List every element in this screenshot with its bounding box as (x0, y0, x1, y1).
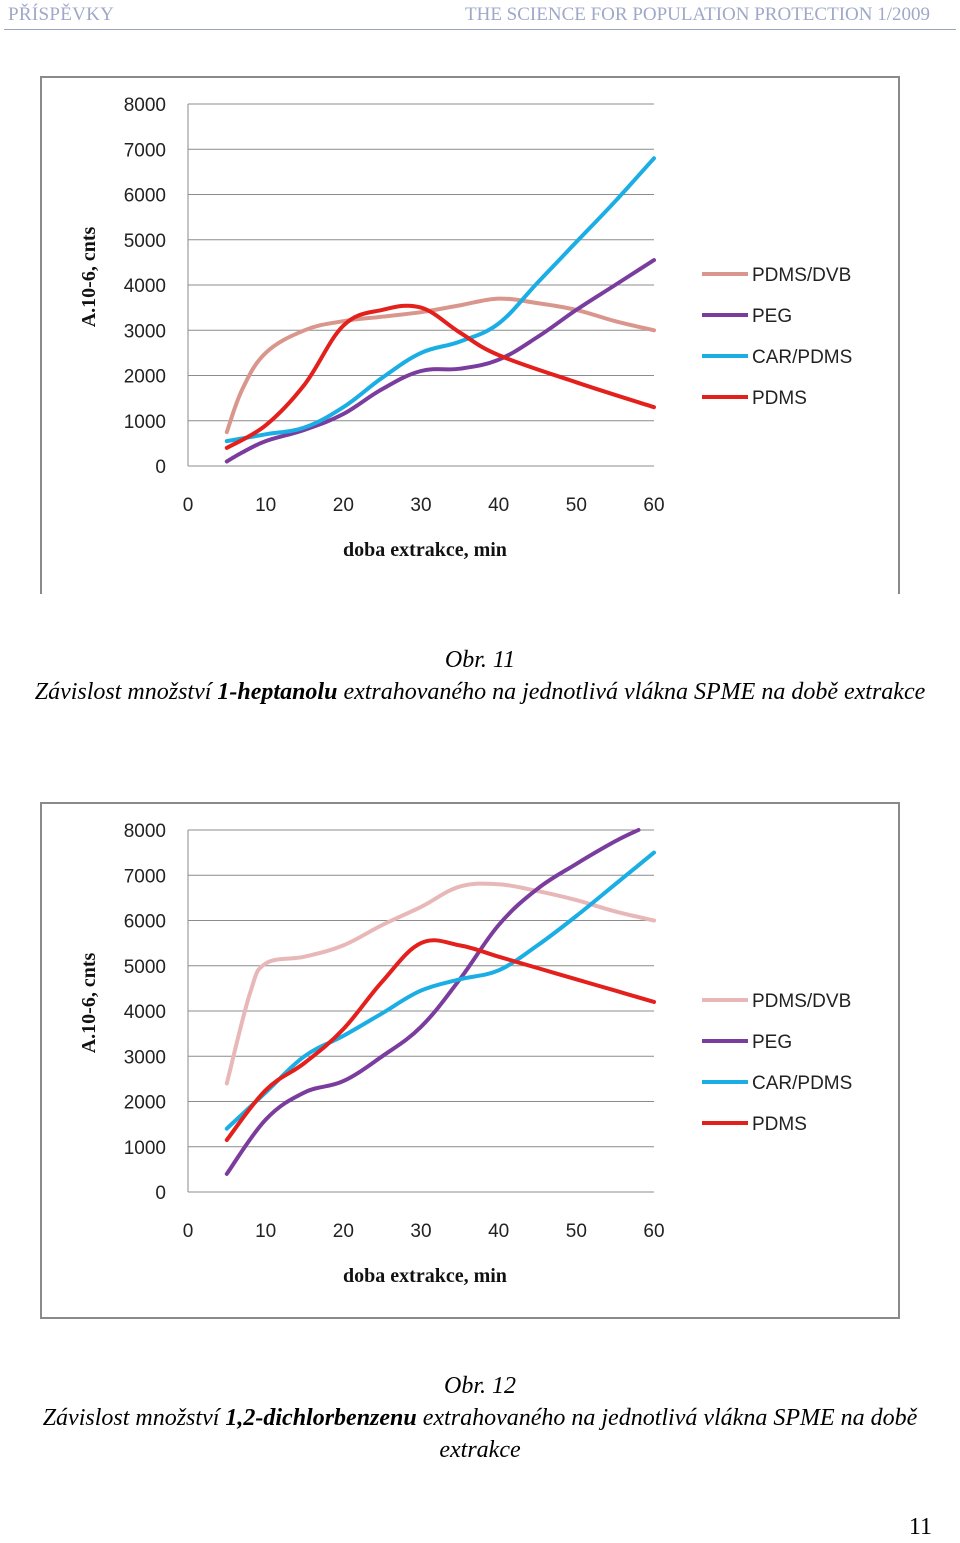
x-tick-label: 10 (255, 1221, 276, 1242)
chart-2: 0 1000 2000 3000 4000 5000 6000 7000 8000 0 10 20 30… (78, 821, 852, 1287)
figure-12-caption: Obr. 12 Závislost množství 1,2-dichlorbe… (0, 1370, 960, 1466)
figure-11-compound: 1-heptanolu (217, 679, 338, 705)
x-tick-label: 50 (566, 1221, 587, 1242)
x-tick-label: 20 (333, 1221, 354, 1242)
x-tick-label: 0 (183, 1221, 194, 1242)
figure-12-text: Závislost množství 1,2-dichlorbenzenu ex… (42, 1405, 918, 1463)
x-tick-label: 40 (488, 495, 509, 516)
header-rule (4, 29, 956, 30)
page-header: PŘÍSPĚVKY THE SCIENCE FOR POPULATION PRO… (0, 0, 960, 30)
y-tick-label: 0 (155, 1183, 166, 1204)
chart-2-frame: 0 1000 2000 3000 4000 5000 6000 7000 8000 0 10 20 30… (40, 802, 900, 1319)
y-tick-label: 7000 (124, 866, 166, 887)
y-tick-label: 1000 (124, 412, 166, 433)
figure-12-compound: 1,2-dichlorbenzenu (225, 1405, 417, 1431)
x-tick-label: 60 (643, 495, 664, 516)
y-tick-label: 8000 (124, 821, 166, 842)
x-tick-label: 10 (255, 495, 276, 516)
series-line-peg (224, 828, 641, 1176)
page-number: 11 (908, 1514, 932, 1540)
x-tick-label: 30 (410, 495, 431, 516)
x-axis-title: doba extrakce, min (343, 539, 507, 561)
journal-title: THE SCIENCE FOR POPULATION PROTECTION 1/… (465, 4, 930, 25)
y-tick-label: 4000 (124, 1002, 166, 1023)
legend-label: PEG (752, 306, 792, 327)
figure-11-number: Obr. 11 (444, 647, 516, 673)
legend-label: PDMS (752, 1114, 807, 1135)
series-line-car-pdms (224, 156, 656, 444)
y-tick-label: 3000 (124, 321, 166, 342)
legend-label: PDMS (752, 388, 807, 409)
figure-11-caption: Obr. 11 Závislost množství 1-heptanolu e… (0, 644, 960, 708)
y-tick-label: 8000 (124, 95, 166, 116)
chart-1: 0 1000 2000 3000 4000 5000 6000 7000 8000 0 10 20 30… (78, 95, 852, 561)
series-line-car-pdms (224, 850, 656, 1131)
y-tick-label: 1000 (124, 1138, 166, 1159)
legend-label: CAR/PDMS (752, 1073, 852, 1094)
y-tick-label: 2000 (124, 367, 166, 388)
figure-12-number: Obr. 12 (443, 1373, 516, 1399)
series-line-pdms-dvb (224, 881, 656, 1086)
x-tick-label: 50 (566, 495, 587, 516)
x-tick-label: 0 (183, 495, 194, 516)
y-tick-label: 5000 (124, 231, 166, 252)
x-tick-label: 40 (488, 1221, 509, 1242)
x-axis-title: doba extrakce, min (343, 1265, 507, 1287)
x-tick-label: 20 (333, 495, 354, 516)
y-tick-label: 3000 (124, 1047, 166, 1068)
x-tick-label: 60 (643, 1221, 664, 1242)
legend-label: PEG (752, 1032, 792, 1053)
y-tick-label: 5000 (124, 957, 166, 978)
y-axis-title: A.10-6, cnts (78, 227, 100, 328)
section-label: PŘÍSPĚVKY (8, 4, 115, 25)
x-tick-label: 30 (410, 1221, 431, 1242)
chart-1-frame: 0 1000 2000 3000 4000 5000 6000 7000 8000 0 10 20 30… (40, 76, 900, 594)
y-tick-label: 6000 (124, 186, 166, 207)
y-tick-label: 6000 (124, 912, 166, 933)
y-tick-label: 7000 (124, 140, 166, 161)
series-line-pdms (224, 303, 656, 450)
y-tick-label: 2000 (124, 1093, 166, 1114)
figure-11-text: Závislost množství 1-heptanolu extrahova… (34, 679, 926, 705)
y-axis-title: A.10-6, cnts (78, 953, 100, 1054)
legend-label: CAR/PDMS (752, 347, 852, 368)
y-tick-label: 0 (155, 457, 166, 478)
legend-label: PDMS/DVB (752, 991, 851, 1012)
series-line-peg (224, 258, 656, 464)
y-tick-label: 4000 (124, 276, 166, 297)
series-line-pdms (224, 938, 656, 1142)
legend-label: PDMS/DVB (752, 265, 851, 286)
